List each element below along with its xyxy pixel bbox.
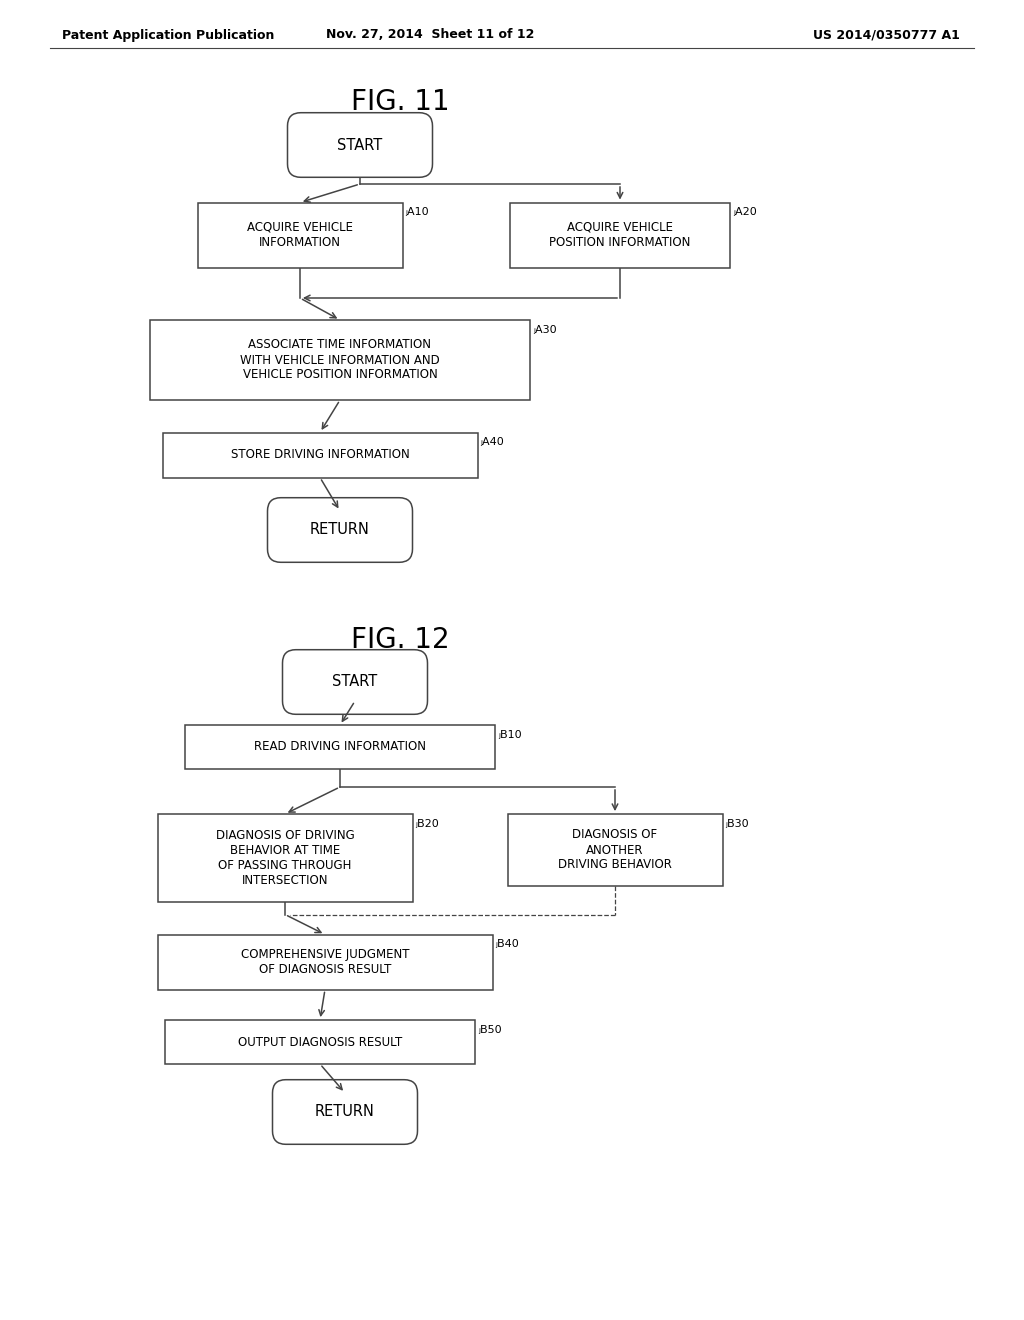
Text: READ DRIVING INFORMATION: READ DRIVING INFORMATION: [254, 741, 426, 754]
FancyBboxPatch shape: [272, 1080, 418, 1144]
Text: ⱼB10: ⱼB10: [498, 730, 521, 741]
Text: FIG. 12: FIG. 12: [350, 626, 450, 653]
FancyBboxPatch shape: [267, 498, 413, 562]
Text: ⱼB30: ⱼB30: [725, 818, 750, 829]
Text: START: START: [337, 137, 383, 153]
Text: ⱼB40: ⱼB40: [496, 940, 519, 949]
Text: ⱼA20: ⱼA20: [733, 207, 757, 218]
Bar: [508, 814, 723, 886]
Text: ⱼA30: ⱼA30: [534, 325, 557, 335]
Text: US 2014/0350777 A1: US 2014/0350777 A1: [813, 29, 961, 41]
Text: ACQUIRE VEHICLE
POSITION INFORMATION: ACQUIRE VEHICLE POSITION INFORMATION: [549, 220, 690, 249]
Text: RETURN: RETURN: [310, 523, 370, 537]
Text: ⱼA10: ⱼA10: [406, 207, 429, 218]
Text: Patent Application Publication: Patent Application Publication: [62, 29, 274, 41]
Text: FIG. 11: FIG. 11: [350, 88, 450, 116]
Text: OUTPUT DIAGNOSIS RESULT: OUTPUT DIAGNOSIS RESULT: [238, 1035, 402, 1048]
Text: DIAGNOSIS OF DRIVING
BEHAVIOR AT TIME
OF PASSING THROUGH
INTERSECTION: DIAGNOSIS OF DRIVING BEHAVIOR AT TIME OF…: [216, 829, 354, 887]
Text: START: START: [333, 675, 378, 689]
Text: ⱼA40: ⱼA40: [480, 437, 504, 447]
Bar: [510, 202, 730, 268]
Bar: [185, 725, 495, 770]
Text: DIAGNOSIS OF
ANOTHER
DRIVING BEHAVIOR: DIAGNOSIS OF ANOTHER DRIVING BEHAVIOR: [558, 829, 672, 871]
Bar: [158, 814, 413, 902]
Text: Nov. 27, 2014  Sheet 11 of 12: Nov. 27, 2014 Sheet 11 of 12: [326, 29, 535, 41]
Bar: [198, 202, 402, 268]
Bar: [163, 433, 477, 478]
Text: RETURN: RETURN: [315, 1105, 375, 1119]
Text: COMPREHENSIVE JUDGMENT
OF DIAGNOSIS RESULT: COMPREHENSIVE JUDGMENT OF DIAGNOSIS RESU…: [241, 948, 410, 975]
FancyBboxPatch shape: [288, 112, 432, 177]
Text: STORE DRIVING INFORMATION: STORE DRIVING INFORMATION: [230, 449, 410, 462]
Bar: [150, 319, 530, 400]
Bar: [158, 935, 493, 990]
Text: ⱼB50: ⱼB50: [478, 1026, 502, 1035]
Text: ASSOCIATE TIME INFORMATION
WITH VEHICLE INFORMATION AND
VEHICLE POSITION INFORMA: ASSOCIATE TIME INFORMATION WITH VEHICLE …: [240, 338, 440, 381]
Text: ⱼB20: ⱼB20: [416, 818, 439, 829]
FancyBboxPatch shape: [283, 649, 427, 714]
Text: ACQUIRE VEHICLE
INFORMATION: ACQUIRE VEHICLE INFORMATION: [247, 220, 353, 249]
Bar: [165, 1020, 475, 1064]
